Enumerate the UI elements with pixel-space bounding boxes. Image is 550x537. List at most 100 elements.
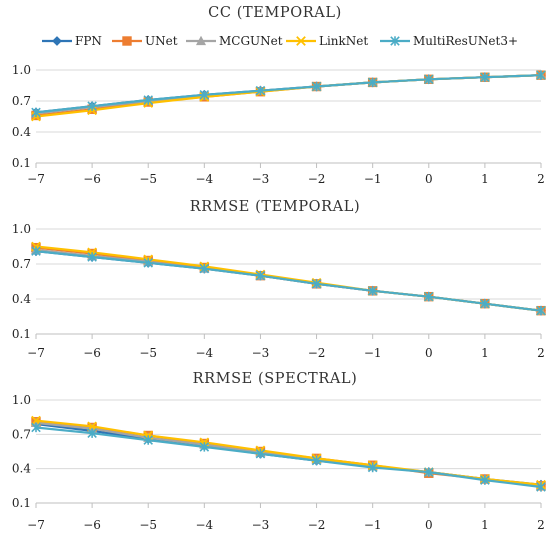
data-point-multiresunet3	[143, 95, 153, 105]
x-tick-label: −5	[139, 172, 157, 186]
chart-3-title: RRMSE (SPECTRAL)	[193, 371, 358, 387]
legend-label-fpn: FPN	[75, 34, 102, 48]
x-tick-label: 0	[425, 172, 433, 186]
x-tick-label: −3	[252, 172, 270, 186]
x-tick-label: 1	[481, 346, 489, 360]
data-point-multiresunet3	[255, 85, 266, 96]
x-tick-label: −4	[195, 346, 213, 360]
chart-cc-temporal: 1.0 0.7 0.4 0.1 −7 −6 −5 −4 −3 −2 −1 0 1 2	[12, 63, 547, 186]
chart-2-title: RRMSE (TEMPORAL)	[190, 199, 361, 215]
x-tick-label: 0	[425, 346, 433, 360]
data-point-multiresunet3	[480, 298, 490, 309]
data-point-multiresunet3	[199, 442, 210, 452]
data-point-multiresunet3	[480, 72, 490, 82]
y-tick-label: 0.1	[12, 156, 31, 170]
legend: FPN UNet MCGUNet LinkNet MultiResUNet3+	[42, 34, 518, 48]
legend-marker-shape-fpn	[52, 36, 62, 46]
x-tick-label: −7	[27, 518, 45, 532]
data-point-multiresunet3	[536, 482, 546, 492]
chart-rrmse-spectral: 1.0 0.7 0.4 0.1 −7 −6 −5 −4 −3 −2 −1 0 1 2	[12, 393, 547, 532]
data-point-linknet	[87, 421, 97, 432]
x-tick-label: −7	[27, 172, 45, 186]
data-point-multiresunet3	[87, 252, 97, 262]
x-tick-label: 2	[537, 518, 545, 532]
series-line-linknet	[35, 419, 542, 486]
data-point-multiresunet3	[367, 286, 378, 296]
y-tick-label: 0.4	[12, 462, 31, 476]
data-point-multiresunet3	[31, 246, 41, 256]
data-point-multiresunet3	[143, 435, 153, 445]
x-tick-label: −6	[83, 172, 101, 186]
data-point-multiresunet3	[143, 258, 153, 268]
x-tick-label: 2	[537, 172, 545, 186]
data-point-linknet	[31, 415, 41, 426]
data-point-multiresunet3	[255, 449, 266, 459]
data-point-multiresunet3	[367, 77, 378, 88]
legend-marker-shape-linknet	[296, 36, 306, 46]
legend-item-multiresunet3: MultiResUNet3+	[380, 34, 518, 48]
data-point-multiresunet3	[424, 291, 434, 302]
x-tick-label: −2	[308, 346, 326, 360]
data-point-multiresunet3	[424, 467, 434, 477]
y-tick-label: 1.0	[12, 393, 31, 407]
data-point-multiresunet3	[424, 74, 434, 85]
data-point-multiresunet3	[31, 107, 41, 118]
chart-1-title: CC (TEMPORAL)	[208, 5, 342, 21]
legend-marker-shape-unet	[122, 36, 132, 46]
x-tick-label: −2	[308, 172, 326, 186]
legend-label-unet: UNet	[145, 34, 178, 48]
y-tick-label: 0.7	[12, 257, 31, 271]
legend-label-mcgunet: MCGUNet	[219, 34, 283, 48]
y-tick-label: 0.4	[12, 292, 31, 306]
data-point-multiresunet3	[311, 279, 322, 289]
legend-marker-mcgunet	[195, 35, 207, 46]
data-point-multiresunet3	[199, 90, 210, 100]
legend-label-linknet: LinkNet	[319, 34, 368, 48]
x-tick-label: −3	[252, 518, 270, 532]
data-point-multiresunet3	[480, 475, 490, 485]
chart-rrmse-temporal: 1.0 0.7 0.4 0.1 −7 −6 −5 −4 −3 −2 −1 0 1 2	[12, 222, 547, 360]
legend-marker-fpn	[52, 36, 62, 46]
y-tick-label: 0.4	[12, 125, 31, 139]
series-line-multiresunet3	[35, 426, 542, 489]
data-point-multiresunet3	[199, 263, 210, 274]
x-tick-label: 2	[537, 346, 545, 360]
legend-marker-unet	[122, 36, 132, 46]
legend-marker-multiresunet3	[390, 36, 400, 46]
data-point-multiresunet3	[367, 462, 378, 473]
x-tick-label: −4	[195, 172, 213, 186]
x-tick-label: −5	[139, 518, 157, 532]
legend-item-unet: UNet	[112, 34, 178, 48]
data-point-multiresunet3	[255, 270, 266, 281]
series-line-linknet	[35, 74, 542, 118]
legend-marker-linknet	[296, 36, 306, 46]
x-tick-label: −4	[195, 518, 213, 532]
y-tick-label: 0.7	[12, 427, 31, 441]
x-tick-label: −1	[364, 518, 382, 532]
series-line-multiresunet3	[35, 74, 542, 114]
x-tick-label: −7	[27, 346, 45, 360]
legend-item-linknet: LinkNet	[286, 34, 368, 48]
data-point-multiresunet3	[31, 422, 41, 433]
x-tick-label: −3	[252, 346, 270, 360]
x-tick-label: −6	[83, 346, 101, 360]
x-tick-label: −1	[364, 346, 382, 360]
legend-marker-shape-multiresunet3	[390, 36, 400, 46]
legend-label-multiresunet3: MultiResUNet3+	[413, 34, 518, 48]
data-point-multiresunet3	[311, 81, 322, 92]
y-tick-label: 1.0	[12, 63, 31, 77]
data-point-multiresunet3	[87, 428, 97, 438]
data-point-multiresunet3	[536, 70, 546, 80]
legend-marker-shape-mcgunet	[195, 35, 207, 46]
x-tick-label: −5	[139, 346, 157, 360]
data-point-multiresunet3	[311, 455, 322, 466]
y-tick-label: 1.0	[12, 222, 31, 236]
y-tick-label: 0.7	[12, 94, 31, 108]
series-line-multiresunet3	[35, 250, 542, 312]
x-tick-label: 1	[481, 518, 489, 532]
data-point-multiresunet3	[536, 305, 546, 316]
legend-item-fpn: FPN	[42, 34, 102, 48]
series-line-unet	[35, 74, 542, 117]
x-tick-label: −6	[83, 518, 101, 532]
